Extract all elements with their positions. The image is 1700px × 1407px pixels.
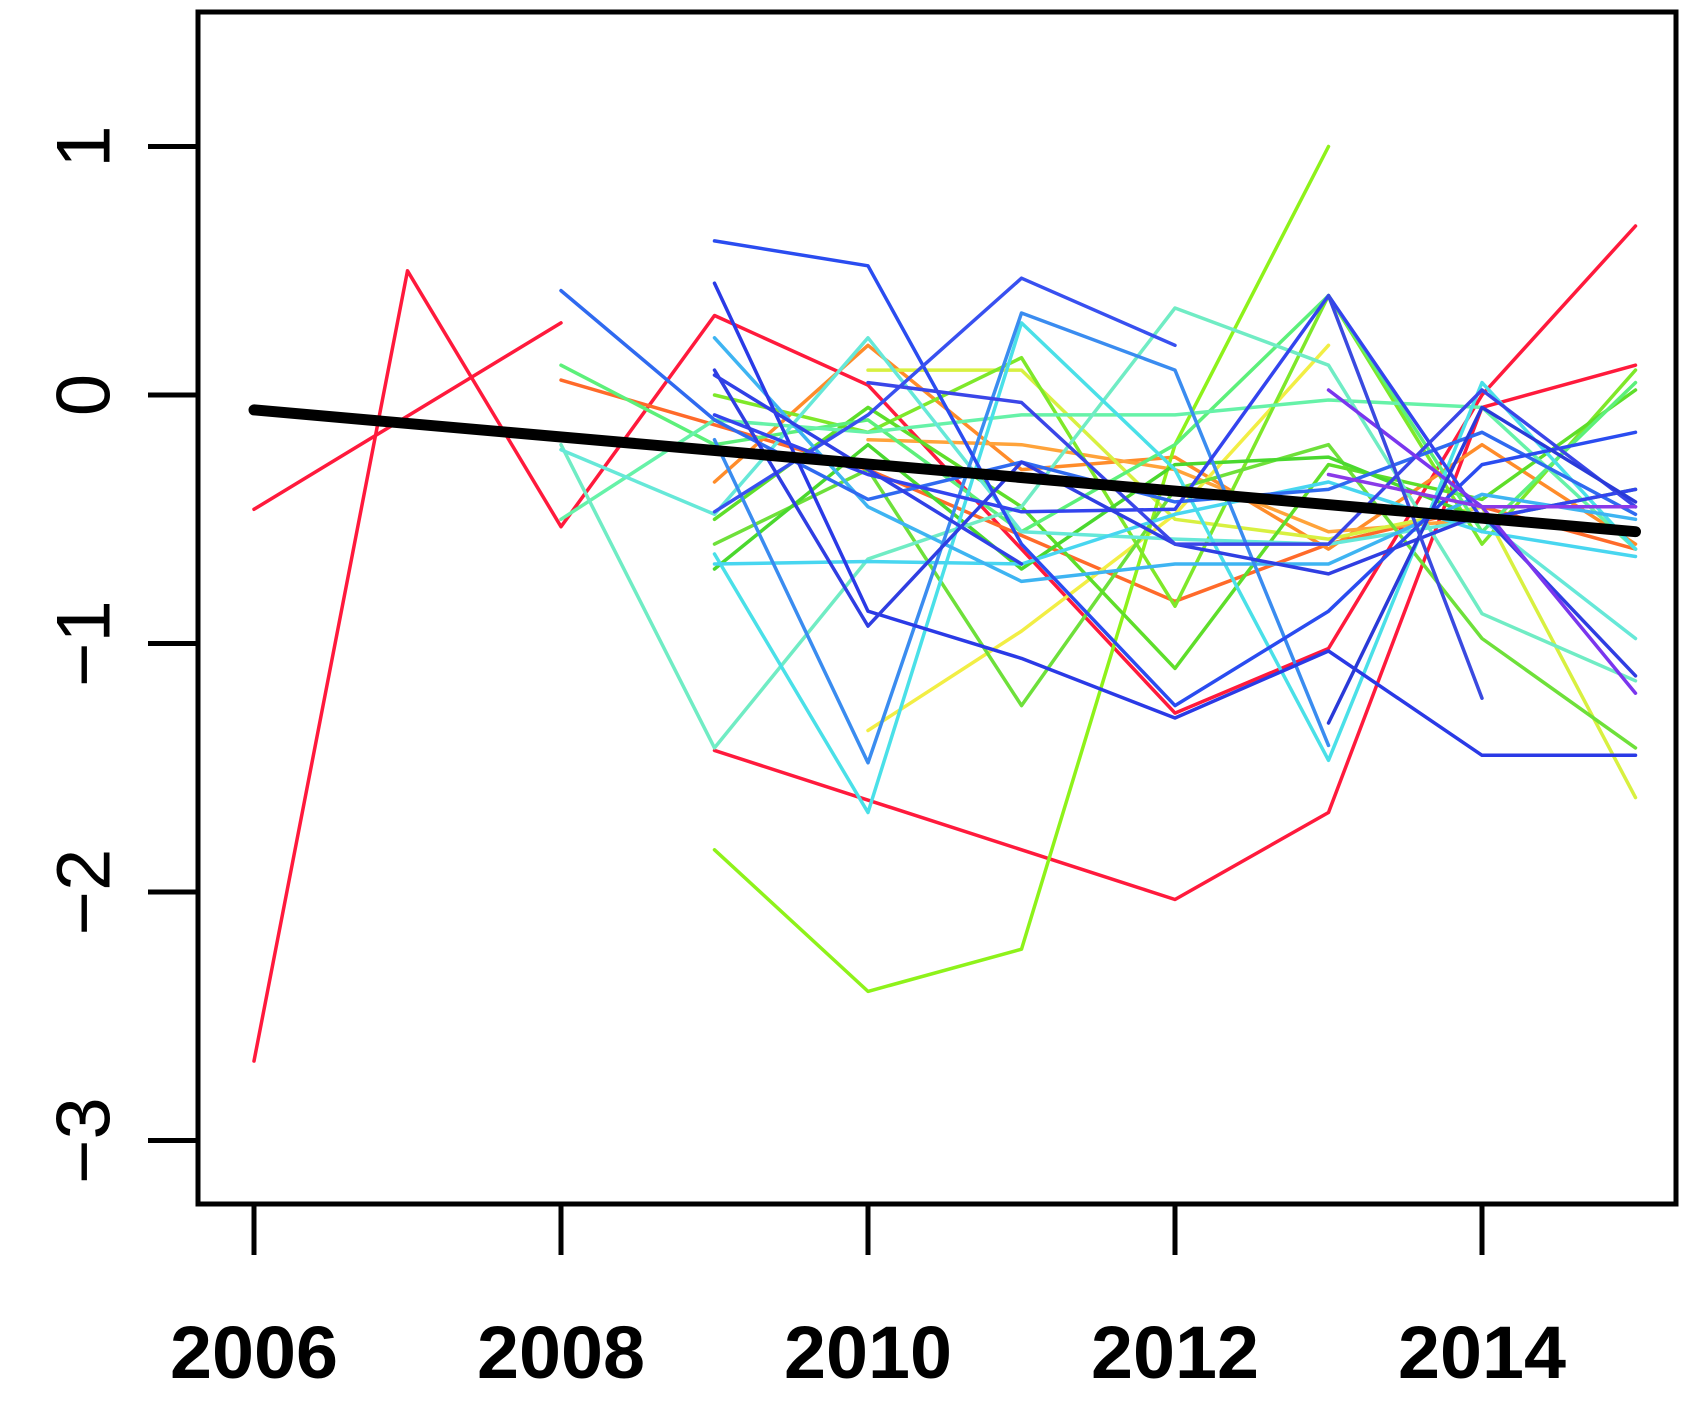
- series-line-3: [712, 363, 1638, 902]
- series-line-31: [1326, 472, 1638, 509]
- plot-frame: [195, 9, 1679, 1207]
- series-line-2: [252, 321, 563, 512]
- series-line-5: [712, 343, 1638, 551]
- series-line-21: [712, 311, 1331, 765]
- series-line-19: [712, 480, 1638, 566]
- x-axis: 2006 2008 2010 2012 2014: [170, 1204, 1566, 1394]
- series-line-33: [1326, 293, 1484, 700]
- series-line-20: [712, 336, 1638, 584]
- x-tick-label: 2006: [170, 1311, 338, 1394]
- series-line-12: [712, 388, 1638, 671]
- series-lines: [252, 144, 1638, 1063]
- series-line-28: [712, 373, 1024, 566]
- x-tick-label: 2012: [1091, 1311, 1259, 1394]
- y-tick-label: −2: [42, 849, 127, 936]
- series-line-10: [712, 293, 1638, 608]
- y-axis: −3 −2 −1 0 1: [42, 125, 198, 1184]
- series-line-29: [866, 380, 1638, 546]
- series-line-8: [866, 368, 1638, 800]
- x-tick-label: 2014: [1398, 1311, 1566, 1394]
- x-tick-label: 2008: [477, 1311, 645, 1394]
- series-line-18: [712, 321, 1638, 815]
- trend-line: [248, 404, 1641, 538]
- y-tick-label: 1: [42, 125, 127, 167]
- y-tick-label: −1: [42, 600, 127, 687]
- y-tick-label: −3: [42, 1097, 127, 1184]
- trend-line-group: [248, 404, 1641, 538]
- series-line-23: [712, 239, 1638, 708]
- series-line-26: [712, 276, 1177, 514]
- x-tick-label: 2010: [784, 1311, 952, 1394]
- y-tick-label: 0: [42, 374, 127, 416]
- series-line-16: [559, 306, 1638, 750]
- series-line-15: [559, 398, 1638, 551]
- series-line-9: [712, 144, 1331, 994]
- series-line-32: [1326, 405, 1638, 725]
- series-line-24: [712, 281, 1638, 758]
- series-line-1: [252, 224, 1638, 1063]
